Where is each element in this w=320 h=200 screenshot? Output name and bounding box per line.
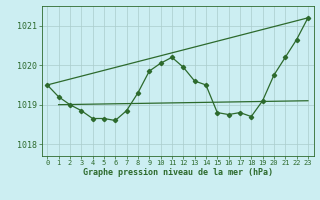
X-axis label: Graphe pression niveau de la mer (hPa): Graphe pression niveau de la mer (hPa) <box>83 168 273 177</box>
